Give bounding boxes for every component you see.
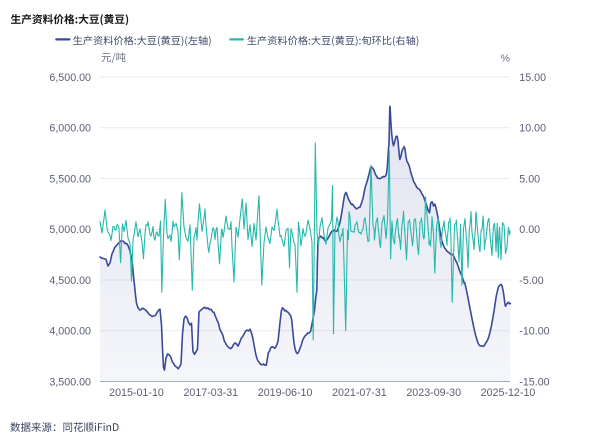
svg-text:4,000.00: 4,000.00 — [49, 326, 91, 338]
svg-text:2019-06-10: 2019-06-10 — [258, 387, 313, 399]
svg-text:2021-07-31: 2021-07-31 — [332, 387, 387, 399]
svg-text:-5.00: -5.00 — [519, 275, 543, 287]
svg-text:-15.00: -15.00 — [519, 376, 549, 388]
svg-text:5,000.00: 5,000.00 — [49, 224, 91, 236]
svg-text:6,500.00: 6,500.00 — [49, 72, 91, 84]
svg-text:15.00: 15.00 — [519, 72, 546, 84]
svg-text:2015-01-10: 2015-01-10 — [109, 387, 164, 399]
svg-text:4,500.00: 4,500.00 — [49, 275, 91, 287]
svg-text:0.00: 0.00 — [519, 224, 540, 236]
svg-text:2017-03-31: 2017-03-31 — [183, 387, 238, 399]
svg-text:%: % — [501, 52, 510, 64]
svg-text:5.00: 5.00 — [519, 173, 540, 185]
svg-text:2025-12-10: 2025-12-10 — [481, 387, 536, 399]
svg-text:5,500.00: 5,500.00 — [49, 173, 91, 185]
svg-text:2023-09-30: 2023-09-30 — [406, 387, 461, 399]
svg-text:-10.00: -10.00 — [519, 326, 549, 338]
svg-text:10.00: 10.00 — [519, 123, 546, 135]
svg-text:3,500.00: 3,500.00 — [49, 376, 91, 388]
svg-text:6,000.00: 6,000.00 — [49, 123, 91, 135]
